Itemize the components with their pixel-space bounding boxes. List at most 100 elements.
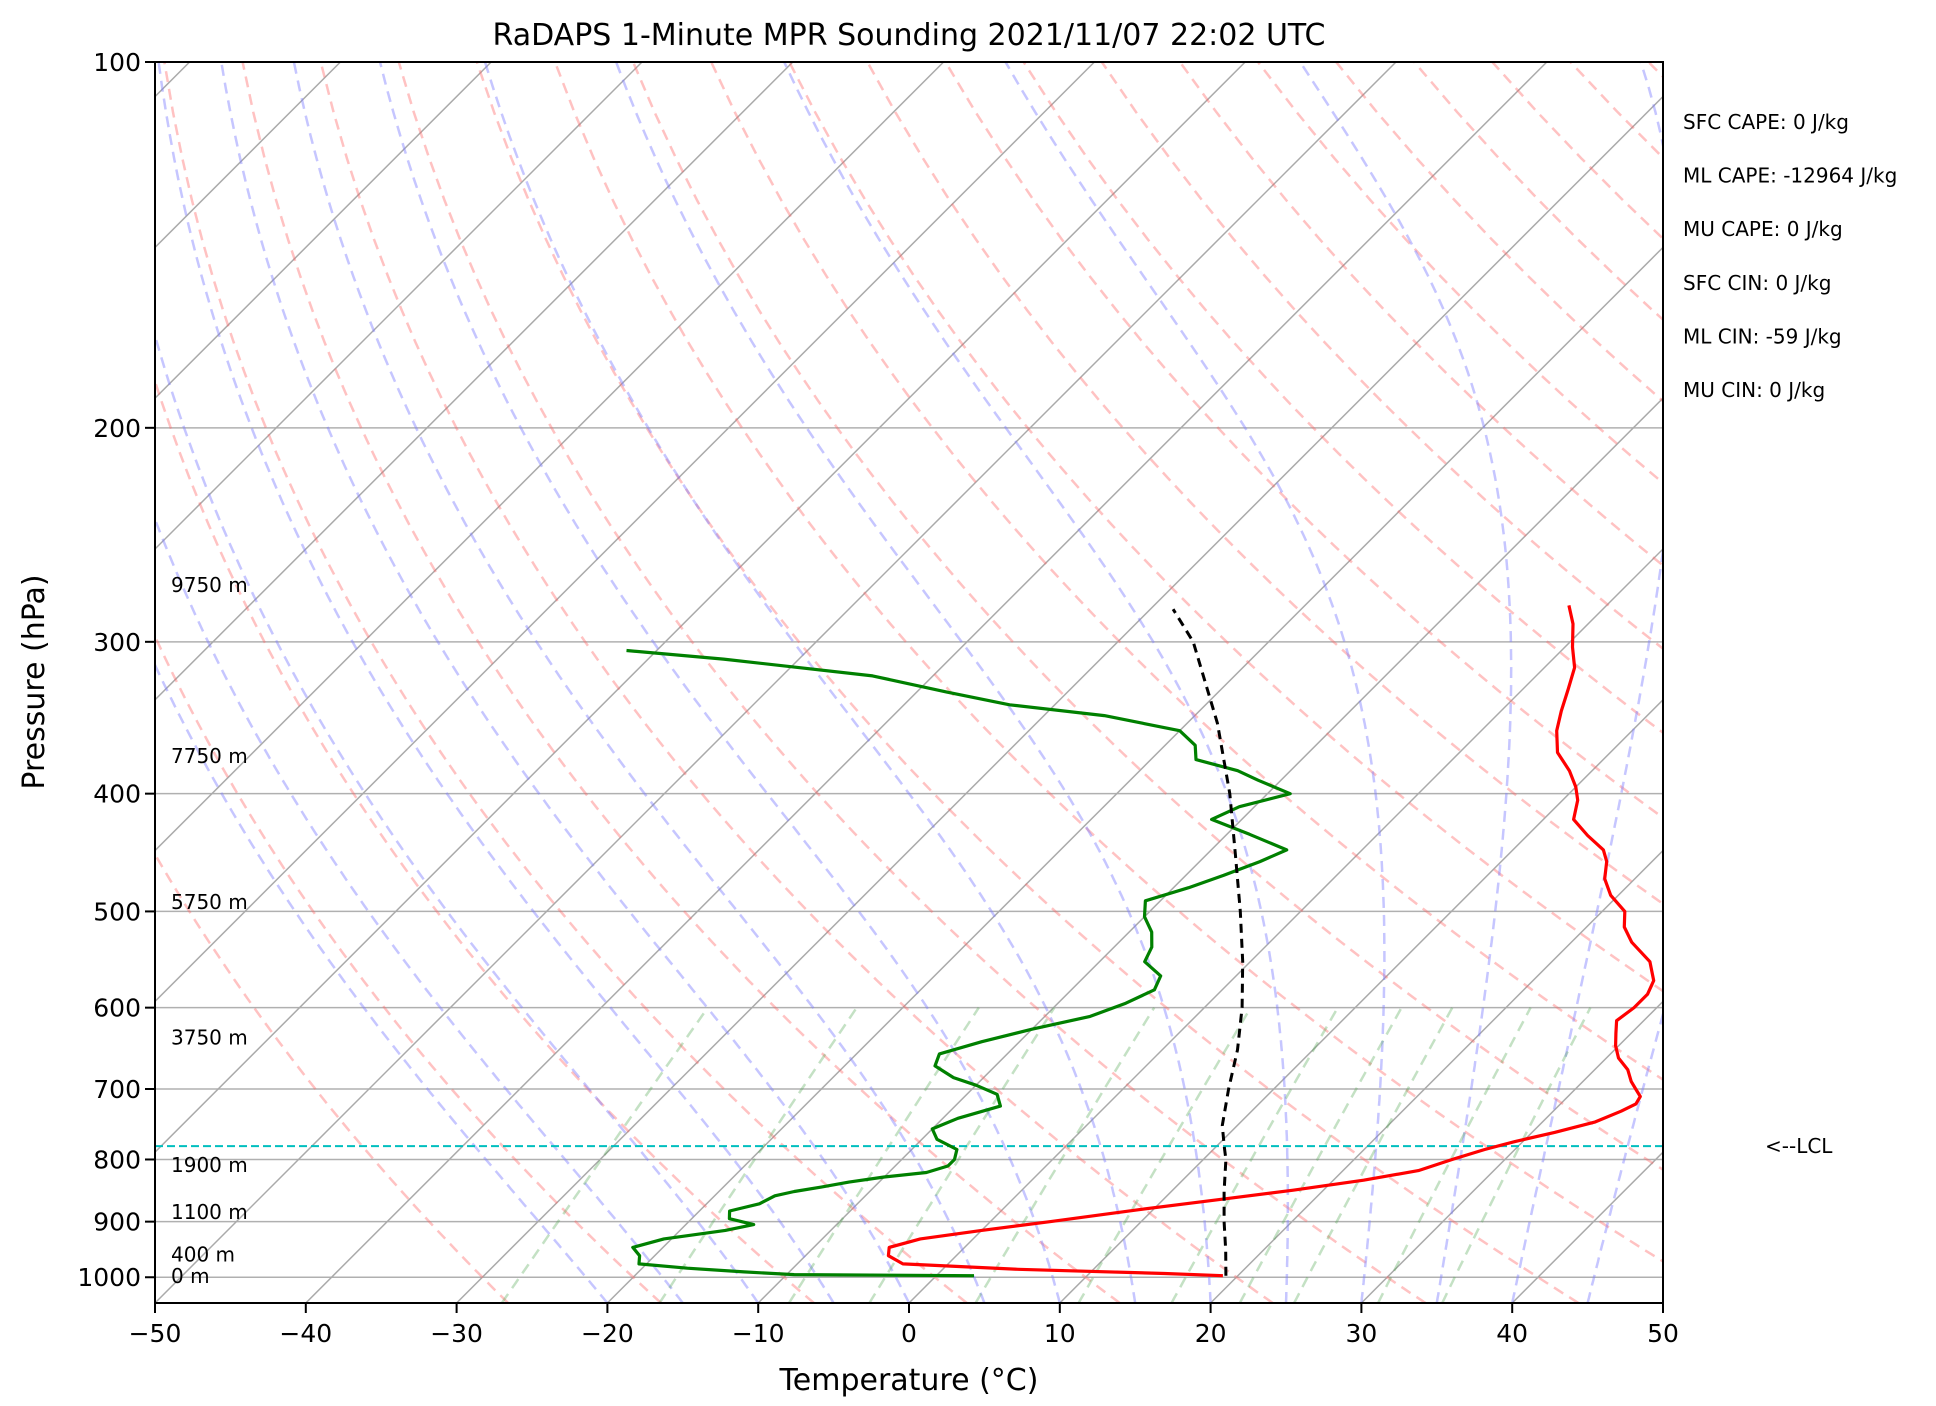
isotherm-line (1662, 1301, 1663, 1303)
y-tick-label: 100 (93, 48, 141, 77)
dry-adiabat-line (155, 377, 815, 1303)
isotherm-line (155, 62, 1246, 1154)
x-tick-label: 30 (1345, 1319, 1377, 1348)
mixing-ratio-line (658, 1006, 858, 1303)
moist-adiabat-line (1299, 62, 1513, 1303)
dry-adiabat-line (1569, 62, 1663, 160)
dry-adiabat-line (1178, 62, 1663, 568)
moist-adiabat-line (378, 62, 1062, 1303)
parcel-path-trace (1171, 608, 1245, 1276)
dry-adiabat-line (553, 62, 1663, 1263)
background-lines (155, 62, 1936, 1303)
mixing-ratio-line (1376, 1007, 1532, 1303)
height-label: 0 m (171, 1264, 210, 1288)
height-label: 7750 m (171, 744, 248, 768)
dewpoint-trace (626, 648, 1292, 1278)
isotherm-line (1511, 1151, 1663, 1303)
dry-adiabat-line (631, 62, 1663, 1172)
y-tick-label: 800 (93, 1145, 141, 1174)
isotherm-line (757, 397, 1663, 1303)
stability-index-label: MU CAPE: 0 J/kg (1683, 217, 1843, 241)
dry-adiabat-line (1022, 62, 1663, 735)
y-tick-label: 700 (93, 1075, 141, 1104)
dry-adiabat-line (944, 62, 1663, 820)
x-tick-label: −20 (581, 1319, 634, 1348)
isotherm-line (1059, 698, 1663, 1303)
y-tick-label: 1000 (77, 1263, 141, 1292)
isotherm-line (908, 547, 1663, 1303)
dry-adiabat-line (155, 633, 662, 1303)
moist-adiabat-line (783, 62, 1290, 1303)
isotherm-line (155, 62, 945, 852)
height-label: 1100 m (171, 1200, 248, 1224)
isotherm-line (606, 246, 1663, 1303)
moist-adiabat-line (155, 515, 684, 1303)
height-label: 5750 m (171, 890, 248, 914)
mixing-ratio-line (974, 1006, 1156, 1303)
mixing-ratio-line (1077, 1006, 1252, 1303)
dry-adiabat-line (1413, 62, 1663, 322)
dry-adiabat-line (163, 62, 968, 1303)
mixing-ratio-line (868, 1006, 1056, 1303)
mixing-ratio-line (1238, 1006, 1403, 1303)
chart-title: RaDAPS 1-Minute MPR Sounding 2021/11/07 … (493, 18, 1326, 53)
dry-adiabat-line (1647, 62, 1663, 79)
dry-adiabat-line (1727, 62, 1936, 1303)
isotherm-line (1360, 1000, 1663, 1303)
isotherm-line (155, 62, 1397, 1303)
dry-adiabat-line (241, 62, 1121, 1303)
isotherm-line (155, 62, 794, 701)
dry-adiabat-line (155, 851, 509, 1303)
x-tick-label: 50 (1647, 1319, 1679, 1348)
isotherm-line (456, 95, 1663, 1303)
height-label: 3750 m (171, 1025, 248, 1049)
isotherm-line (155, 62, 643, 551)
stability-index-label: ML CIN: -59 J/kg (1683, 324, 1842, 348)
stability-index-label: ML CAPE: -12964 J/kg (1683, 164, 1897, 188)
y-tick-label: 200 (93, 414, 141, 443)
moist-adiabat-line (1586, 1009, 1663, 1303)
y-tick-label: 600 (93, 994, 141, 1023)
x-tick-label: 40 (1496, 1319, 1528, 1348)
dry-adiabat-line (1491, 62, 1663, 241)
moist-adiabat-line (155, 661, 609, 1303)
mixing-ratio-line (500, 1006, 709, 1303)
moist-adiabat-line (157, 62, 835, 1303)
x-tick-label: 0 (901, 1319, 917, 1348)
x-tick-label: 20 (1195, 1319, 1227, 1348)
dry-adiabat-line (1335, 62, 1663, 403)
moist-adiabat-line (220, 62, 911, 1303)
mixing-ratio-line (1170, 1006, 1339, 1303)
isotherm-line (1210, 849, 1663, 1303)
moist-adiabat-line (155, 330, 760, 1303)
isotherm-line (155, 62, 1095, 1003)
y-tick-label: 500 (93, 897, 141, 926)
stability-index-label: MU CIN: 0 J/kg (1683, 378, 1825, 402)
dry-adiabat-line (319, 62, 1274, 1303)
x-axis-label: Temperature (°C) (779, 1363, 1039, 1398)
y-tick-label: 300 (93, 628, 141, 657)
dry-adiabat-line (475, 62, 1580, 1303)
stability-index-label: SFC CAPE: 0 J/kg (1683, 110, 1849, 134)
isotherm-line (155, 62, 492, 400)
y-axis-label: Pressure (hPa) (17, 574, 52, 789)
moist-adiabat-line (614, 62, 1212, 1303)
dry-adiabat-line (788, 62, 1663, 993)
sounding-traces (155, 605, 1663, 1278)
x-tick-label: −50 (129, 1319, 182, 1348)
y-tick-label: 400 (93, 780, 141, 809)
mixing-ratio-line (1292, 1007, 1454, 1303)
dry-adiabat-line (710, 62, 1663, 1082)
moist-adiabat-line (292, 62, 986, 1303)
height-label: 400 m (171, 1243, 235, 1267)
y-axis-ticks: 100 200 300 400 500 600 700 800 900 1000 (77, 48, 155, 1292)
moist-adiabat-line (1510, 62, 1663, 1303)
x-tick-label: 10 (1044, 1319, 1076, 1348)
stability-index-label: SFC CIN: 0 J/kg (1683, 271, 1831, 295)
height-label: 9750 m (171, 573, 248, 597)
y-tick-label: 900 (93, 1208, 141, 1237)
x-axis-ticks: −50 −40 −30 −20 −10 0 10 20 30 40 50 (129, 1303, 1679, 1348)
dry-adiabat-line (397, 62, 1427, 1303)
stability-indices: SFC CAPE: 0 J/kg ML CAPE: -12964 J/kg MU C… (1683, 110, 1897, 402)
